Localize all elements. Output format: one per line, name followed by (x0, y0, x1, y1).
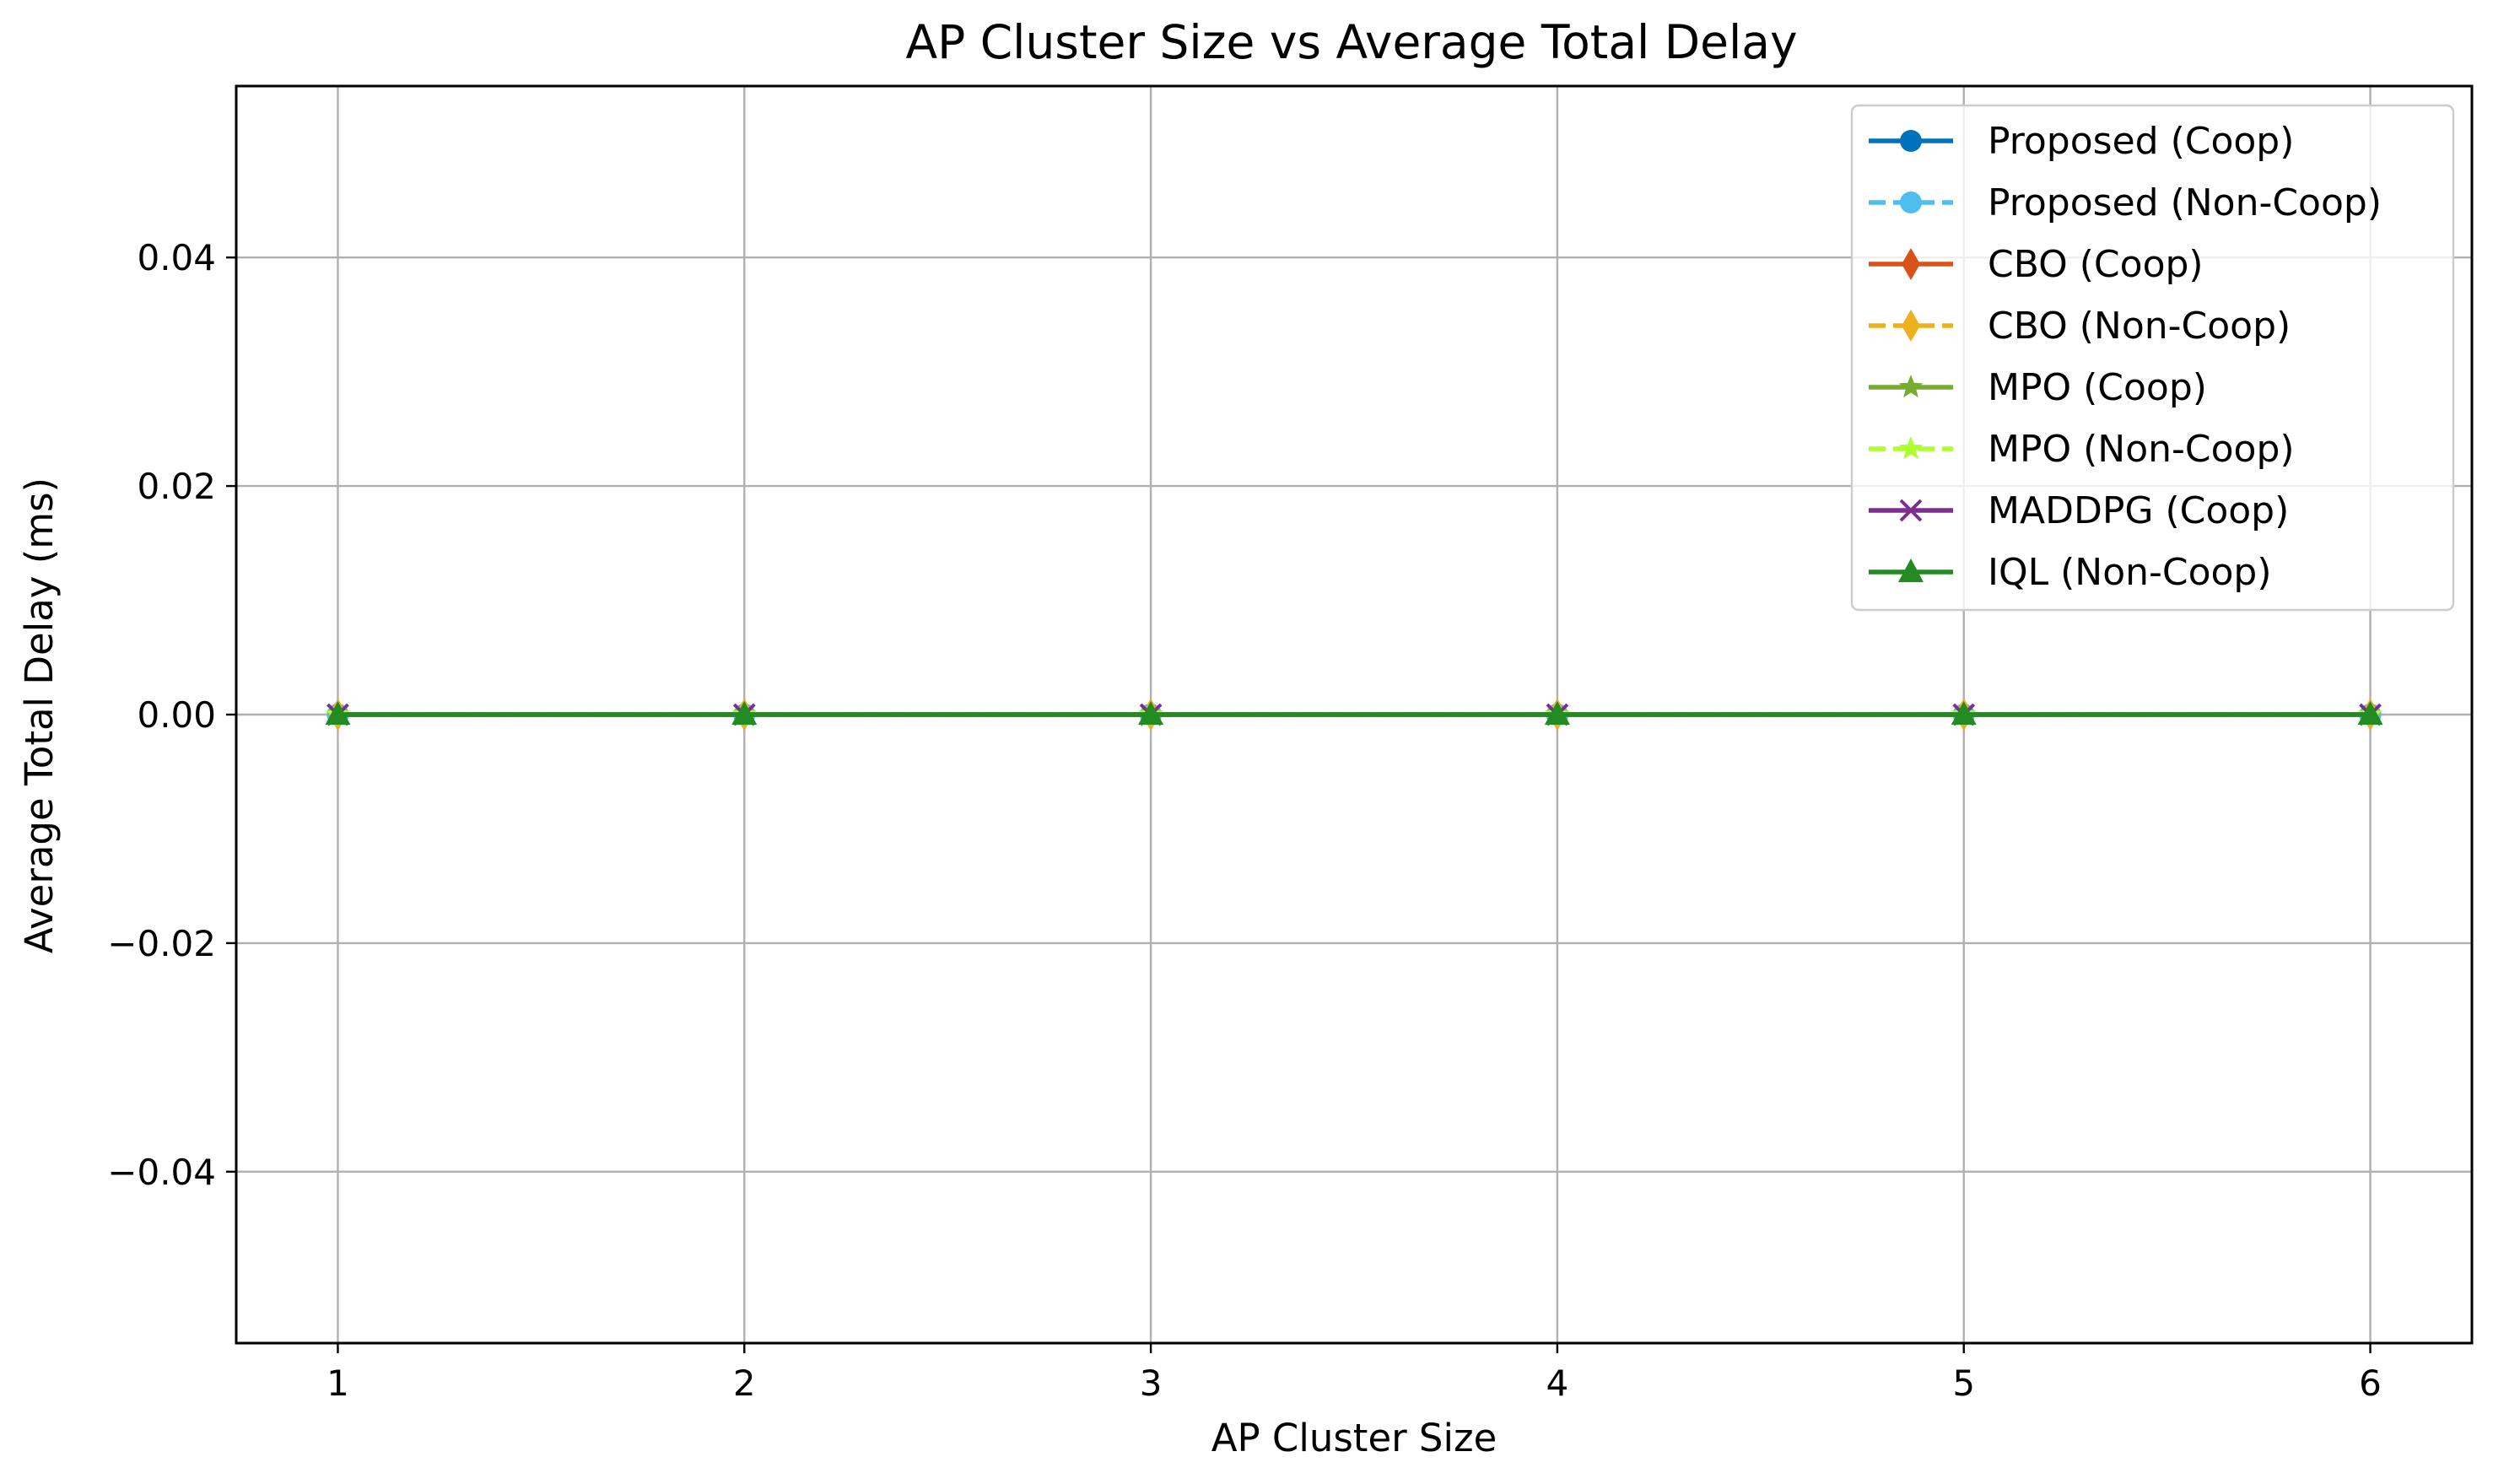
y-tick-label: 0.02 (137, 466, 216, 507)
data-point (1138, 701, 1164, 725)
x-tick-label: 2 (733, 1363, 756, 1404)
data-point (325, 701, 351, 725)
x-tick-label: 4 (1546, 1363, 1569, 1404)
legend-label: Proposed (Non-Coop) (1988, 181, 2382, 224)
data-point (1544, 701, 1570, 725)
legend-marker (1898, 436, 1924, 460)
legend-marker (1898, 375, 1924, 398)
legend: Proposed (Coop) Proposed (Non-Coop) CBO (C… (1850, 104, 2455, 612)
y-tick-label: 0.04 (137, 237, 216, 278)
legend-marker (1902, 248, 1920, 280)
legend-marker (1900, 130, 1922, 152)
plot-area (325, 699, 2383, 731)
legend-marker (1898, 559, 1924, 582)
x-tick-label: 6 (2359, 1363, 2382, 1404)
x-tick-label: 3 (1140, 1363, 1163, 1404)
legend-label: CBO (Non-Coop) (1988, 305, 2291, 348)
data-point (731, 701, 758, 725)
legend-marker (1902, 310, 1920, 342)
y-tick-label: 0.00 (137, 694, 216, 736)
legend-frame (1850, 104, 2455, 612)
legend-marker (1900, 192, 1922, 213)
x-axis-label: AP Cluster Size (1211, 1416, 1497, 1460)
y-axis-label: Average Total Delay (ms) (17, 478, 62, 953)
legend-marker (1899, 499, 1923, 522)
chart-title: AP Cluster Size vs Average Total Delay (905, 15, 1797, 69)
legend-label: Proposed (Coop) (1988, 120, 2294, 163)
legend-label: MPO (Coop) (1988, 366, 2207, 409)
axis-ticks: 1 2 3 4 5 6 −0.04 −0.02 0.00 0.02 0.04 (107, 237, 2382, 1404)
legend-label: CBO (Coop) (1988, 243, 2204, 286)
data-point (1951, 701, 1977, 725)
x-tick-label: 1 (326, 1363, 349, 1404)
y-tick-label: −0.04 (107, 1152, 216, 1193)
legend-label: MADDPG (Coop) (1988, 489, 2289, 532)
legend-label: IQL (Non-Coop) (1988, 551, 2272, 594)
y-tick-label: −0.02 (107, 923, 216, 964)
x-tick-label: 5 (1952, 1363, 1975, 1404)
data-point (2357, 701, 2383, 725)
legend-label: MPO (Non-Coop) (1988, 428, 2295, 471)
